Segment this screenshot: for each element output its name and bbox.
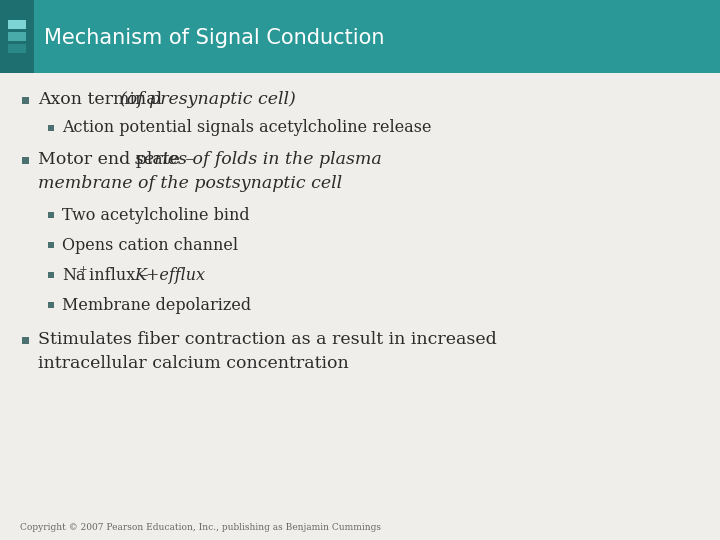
Text: series of folds in the plasma: series of folds in the plasma bbox=[135, 152, 382, 168]
FancyBboxPatch shape bbox=[8, 32, 26, 41]
FancyBboxPatch shape bbox=[8, 44, 26, 53]
FancyBboxPatch shape bbox=[8, 20, 26, 29]
Text: efflux: efflux bbox=[151, 267, 205, 284]
Text: Mechanism of Signal Conduction: Mechanism of Signal Conduction bbox=[44, 28, 384, 48]
Text: +: + bbox=[79, 266, 88, 274]
FancyBboxPatch shape bbox=[0, 0, 34, 73]
Text: intracellular calcium concentration: intracellular calcium concentration bbox=[38, 354, 348, 372]
Text: Membrane depolarized: Membrane depolarized bbox=[62, 296, 251, 314]
FancyBboxPatch shape bbox=[22, 157, 29, 164]
Text: Action potential signals acetylcholine release: Action potential signals acetylcholine r… bbox=[62, 119, 431, 137]
Text: membrane of the postsynaptic cell: membrane of the postsynaptic cell bbox=[38, 174, 342, 192]
Text: K+: K+ bbox=[134, 267, 159, 284]
FancyBboxPatch shape bbox=[22, 336, 29, 343]
Text: Copyright © 2007 Pearson Education, Inc., publishing as Benjamin Cummings: Copyright © 2007 Pearson Education, Inc.… bbox=[20, 523, 381, 531]
Text: Axon terminal: Axon terminal bbox=[38, 91, 168, 109]
Text: (of presynaptic cell): (of presynaptic cell) bbox=[120, 91, 296, 109]
Text: influx –: influx – bbox=[84, 267, 153, 284]
FancyBboxPatch shape bbox=[48, 242, 54, 248]
Text: Opens cation channel: Opens cation channel bbox=[62, 237, 238, 253]
FancyBboxPatch shape bbox=[22, 97, 29, 104]
FancyBboxPatch shape bbox=[0, 0, 720, 73]
FancyBboxPatch shape bbox=[48, 302, 54, 308]
Text: Motor end plate –: Motor end plate – bbox=[38, 152, 199, 168]
FancyBboxPatch shape bbox=[48, 212, 54, 218]
FancyBboxPatch shape bbox=[48, 125, 54, 131]
Text: Na: Na bbox=[62, 267, 86, 284]
Text: Two acetylcholine bind: Two acetylcholine bind bbox=[62, 206, 250, 224]
Text: Stimulates fiber contraction as a result in increased: Stimulates fiber contraction as a result… bbox=[38, 332, 497, 348]
FancyBboxPatch shape bbox=[48, 272, 54, 278]
